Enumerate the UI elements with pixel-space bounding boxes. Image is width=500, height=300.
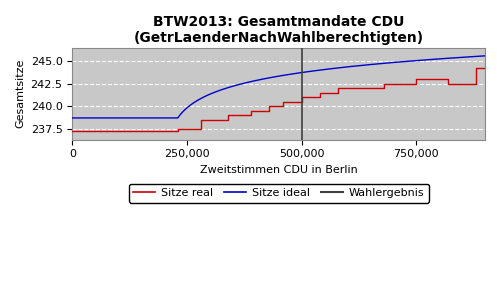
- Legend: Sitze real, Sitze ideal, Wahlergebnis: Sitze real, Sitze ideal, Wahlergebnis: [128, 184, 428, 202]
- Y-axis label: Gesamtsitze: Gesamtsitze: [15, 59, 25, 128]
- X-axis label: Zweitstimmen CDU in Berlin: Zweitstimmen CDU in Berlin: [200, 165, 358, 175]
- Title: BTW2013: Gesamtmandate CDU
(GetrLaenderNachWahlberechtigten): BTW2013: Gesamtmandate CDU (GetrLaenderN…: [134, 15, 424, 45]
